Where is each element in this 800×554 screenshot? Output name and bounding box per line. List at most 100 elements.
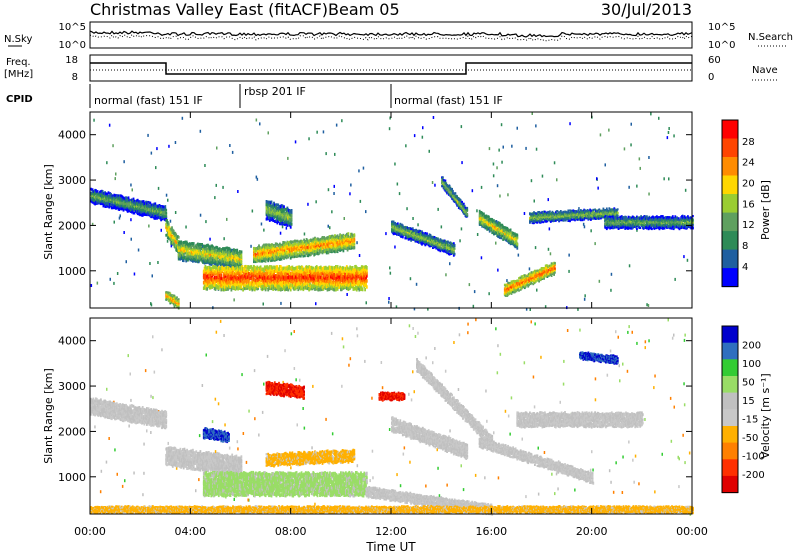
noise-pixel [547,198,549,202]
noise-pixel [495,241,497,245]
noise-pixel [535,124,537,128]
echo-cell [220,248,223,252]
echo-cell [268,284,270,288]
echo-cell [156,217,158,220]
noise-pixel [255,118,258,122]
echo-cell [293,283,295,287]
noise-pixel [496,166,498,170]
noise-pixel [315,200,317,204]
echo-cell [243,267,246,272]
echo-cell [361,287,364,292]
echo-cell [164,218,167,222]
freq-panel: Freq. [MHz] 18 8 60 0 Nave [4,54,778,83]
echo-cell [162,205,165,209]
echo-cell [174,240,177,243]
noise-pixel [525,307,528,311]
noise-pixel [480,185,483,189]
noise-pixel [307,202,309,206]
echo-cell [169,229,172,233]
noise-pixel [507,193,509,197]
echo-cell [287,241,290,245]
noise-pixel [638,157,641,161]
noise-pixel [511,144,513,148]
noise-pixel [517,253,520,257]
echo-cell [354,282,356,287]
noise-pixel [396,182,399,186]
noise-pixel [492,174,495,178]
echo-cell [202,248,204,252]
echo-cell [243,272,245,277]
echo-cell [217,260,220,264]
echo-cell [207,258,209,262]
noise-pixel [250,244,252,248]
noise-pixel [636,184,638,188]
echo-cell [365,281,367,285]
echo-cell [233,285,236,289]
noise-pixel [471,189,474,193]
echo-cell [317,278,320,282]
echo-cell [217,265,220,270]
echo-cell [343,269,346,273]
echo-cell [211,261,213,265]
echo-cell [222,247,225,251]
echo-cell [274,245,277,248]
noise-pixel [115,172,117,176]
cpid-panel: CPID normal (fast) 151 IF rbsp 201 IF no… [6,84,503,108]
echo-cell [203,261,206,265]
echo-cell [215,284,218,288]
noise-pixel [578,207,580,211]
echo-cell [182,259,185,263]
echo-cell [164,211,167,214]
echo-cell [280,269,283,274]
echo-cell [240,256,243,260]
nave-tick-low: 0 [708,72,714,83]
echo-cell [313,278,315,283]
echo-cell [327,278,330,283]
echo-cell [344,272,346,277]
echo-cell [213,246,216,250]
echo-cell [278,267,280,271]
noise-pixel [148,224,150,228]
noise-pixel [358,169,360,173]
noise-pixel [222,185,224,189]
echo-cell [297,287,300,292]
echo-cell [214,287,217,291]
echo-cell [101,190,104,193]
noise-pixel [684,188,687,192]
echo-cell [220,276,223,280]
noise-pixel [674,277,676,281]
echo-cell [243,286,246,291]
echo-cell [349,286,351,290]
noise-pixel [461,161,463,165]
echo-cell [217,271,220,275]
echo-cell [328,280,331,285]
noise-pixel [628,185,630,189]
noise-pixel [251,209,254,213]
echo-cell [215,279,218,283]
echo-cell [184,240,187,244]
echo-cell [342,249,345,253]
noise-pixel [413,307,416,311]
echo-cell [355,278,357,283]
echo-cell [166,221,169,224]
echo-cell [217,256,220,260]
noise-pixel [130,183,132,187]
echo-cell [172,229,175,233]
echo-cell [224,274,227,278]
noise-pixel [488,292,490,296]
noise-pixel [547,247,550,251]
noise-pixel [394,162,396,166]
noise-pixel [395,305,398,309]
noise-pixel [322,130,325,134]
noise-pixel [548,227,551,231]
echo-cell [365,271,368,275]
echo-cell [287,275,290,280]
echo-cell [306,281,309,286]
echo-cell [253,282,255,287]
noise-pixel [583,297,586,301]
echo-cell [98,196,101,199]
echo-cell [217,285,220,290]
echo-cell [251,278,254,283]
echo-cell [174,243,177,247]
